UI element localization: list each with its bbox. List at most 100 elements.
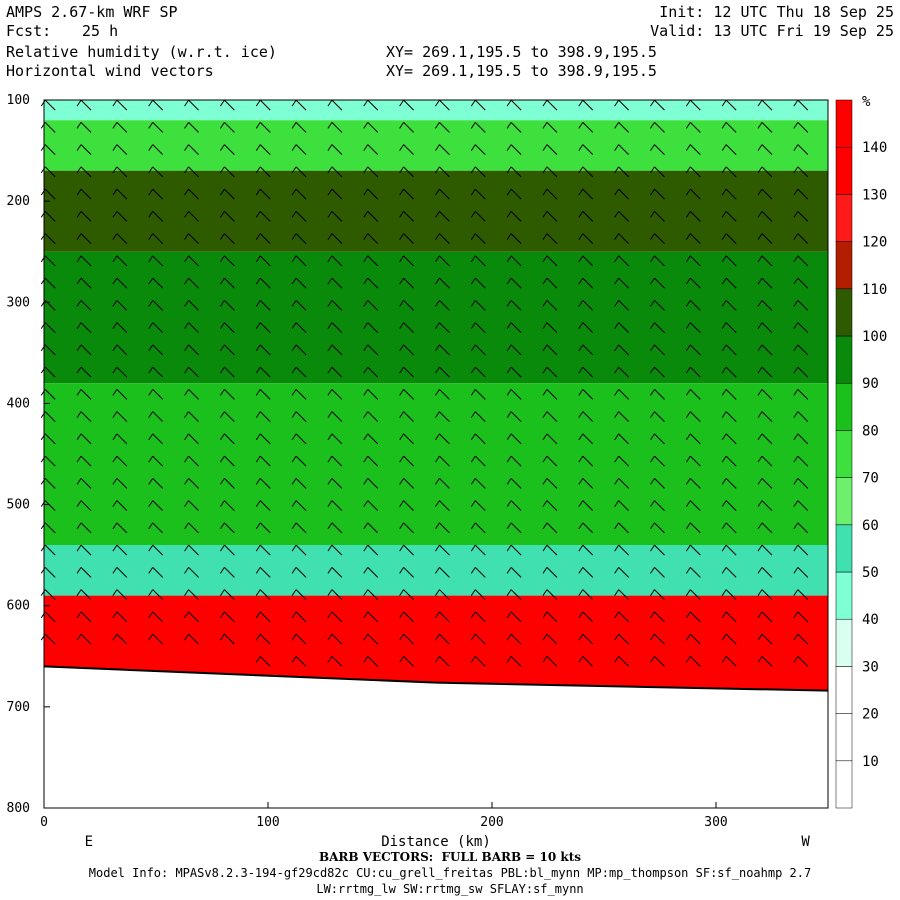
colorbar-swatch <box>835 524 853 573</box>
wind-barb <box>721 344 737 356</box>
wind-barb <box>578 166 594 178</box>
wind-barb <box>793 478 809 489</box>
wind-barb <box>255 589 271 600</box>
wind-barb <box>578 233 594 244</box>
wind-barb <box>399 322 414 333</box>
wind-barb <box>757 567 773 578</box>
wind-barb <box>757 277 773 289</box>
wind-barb <box>757 544 773 556</box>
wind-barb <box>685 255 701 267</box>
wind-barb <box>40 211 56 222</box>
wind-barb <box>614 300 629 311</box>
wind-barb <box>435 366 450 378</box>
wind-barb <box>363 166 379 178</box>
colorbar-swatch <box>835 618 853 667</box>
wind-barb <box>721 188 737 200</box>
wind-barb <box>650 344 665 356</box>
wind-barb <box>363 322 379 333</box>
wind-barb <box>399 656 414 667</box>
wind-barb <box>685 99 701 111</box>
wind-barb <box>40 567 56 578</box>
wind-barb <box>506 344 522 356</box>
wind-barb <box>542 633 558 645</box>
wind-barb <box>685 433 701 445</box>
wind-barb <box>76 300 92 311</box>
wind-barb <box>219 122 235 133</box>
wind-barb <box>435 277 450 289</box>
wind-barb <box>184 366 199 378</box>
wind-barb <box>184 433 199 445</box>
wind-barb <box>255 322 271 333</box>
rh-layer <box>44 251 828 384</box>
wind-barb <box>542 255 558 267</box>
wind-barb <box>793 122 809 133</box>
wind-barb <box>112 433 128 445</box>
wind-barb <box>40 122 56 133</box>
wind-barb <box>506 277 522 289</box>
wind-barb <box>327 188 343 200</box>
wind-barb <box>148 300 164 311</box>
wind-barb <box>363 544 379 556</box>
wind-barb <box>148 633 164 645</box>
rh-layer <box>44 383 828 546</box>
wind-barb <box>76 478 92 489</box>
wind-barb <box>614 455 629 467</box>
wind-barb <box>255 211 271 222</box>
wind-barb <box>291 144 307 155</box>
wind-barb <box>757 300 773 311</box>
wind-barb <box>327 344 343 356</box>
wind-barb <box>793 99 809 111</box>
wind-barb <box>470 589 486 600</box>
wind-barb <box>363 144 379 155</box>
wind-barb <box>685 411 701 422</box>
wind-barb <box>506 211 522 222</box>
wind-barb <box>76 567 92 578</box>
wind-barb <box>148 188 164 200</box>
wind-barb <box>650 255 665 267</box>
wind-barb <box>291 255 307 267</box>
wind-barb <box>578 144 594 155</box>
wind-barb <box>506 411 522 422</box>
wind-barb <box>614 522 629 534</box>
rh-layer <box>44 595 828 691</box>
wind-barb <box>76 211 92 222</box>
wind-barb <box>793 166 809 178</box>
wind-barb <box>255 277 271 289</box>
wind-barb <box>327 366 343 378</box>
wind-barb <box>757 478 773 489</box>
wind-barb <box>685 522 701 534</box>
wind-barb <box>721 233 737 244</box>
wind-barb <box>184 389 199 400</box>
wind-barb <box>435 633 450 645</box>
wind-barb <box>219 322 235 333</box>
wind-barb <box>219 144 235 155</box>
wind-barb <box>757 656 773 667</box>
wind-barb <box>470 233 486 244</box>
wind-barb <box>542 366 558 378</box>
wind-barb <box>470 500 486 511</box>
wind-barb <box>506 322 522 333</box>
wind-barb <box>76 455 92 467</box>
wind-barb <box>757 255 773 267</box>
wind-barb <box>542 211 558 222</box>
wind-barb <box>542 567 558 578</box>
wind-barb <box>793 455 809 467</box>
wind-barb <box>685 233 701 244</box>
wind-barb <box>757 455 773 467</box>
wind-barb <box>148 99 164 111</box>
wind-barb <box>470 300 486 311</box>
wind-barb <box>470 633 486 645</box>
wind-barb <box>219 500 235 511</box>
wind-barb <box>76 522 92 534</box>
wind-barb <box>470 366 486 378</box>
wind-barb <box>542 344 558 356</box>
wind-barb <box>793 255 809 267</box>
wind-barb <box>112 478 128 489</box>
x-tick-label: 0 <box>40 815 48 830</box>
wind-barb <box>291 188 307 200</box>
wind-barb <box>399 411 414 422</box>
y-tick-label: 200 <box>7 194 30 209</box>
wind-barb <box>614 344 629 356</box>
wind-barb <box>721 411 737 422</box>
wind-barb <box>506 122 522 133</box>
